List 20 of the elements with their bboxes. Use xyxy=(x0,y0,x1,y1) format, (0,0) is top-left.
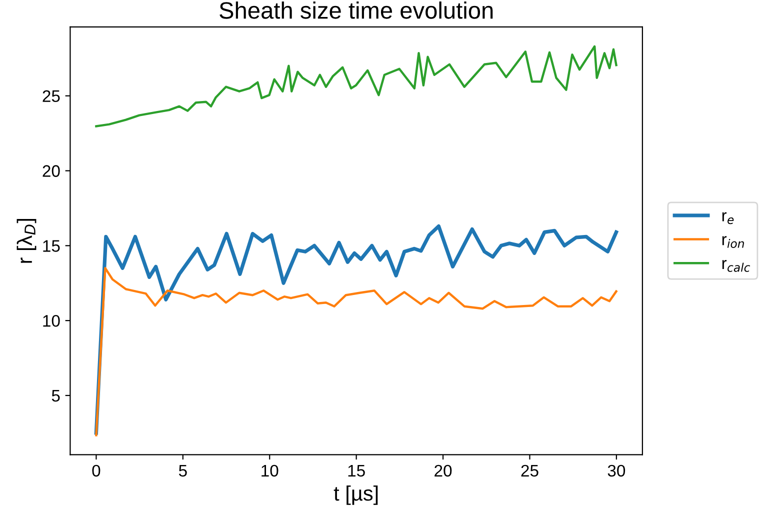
x-tick-label: 5 xyxy=(178,464,187,477)
y-tick-label: 25 xyxy=(42,90,60,102)
x-tick-label: 0 xyxy=(92,464,100,477)
x-tick-label: 25 xyxy=(521,464,538,477)
line-series xyxy=(95,267,618,436)
legend-label: r$_{e}$ xyxy=(722,212,734,224)
legend-label: r$_{calc}$ xyxy=(722,260,750,272)
chart-title: Sheath size time evolution xyxy=(220,1,493,19)
y-tick-label: 5 xyxy=(52,390,60,402)
line-series xyxy=(95,45,618,128)
y-tick-label: 20 xyxy=(42,165,60,177)
x-tick-label: 10 xyxy=(262,464,278,477)
x-tick-label: 30 xyxy=(608,464,626,477)
x-tick-label: 15 xyxy=(348,464,365,477)
legend-label: r$_{ion}$ xyxy=(722,236,744,248)
y-tick-label: 10 xyxy=(43,314,60,327)
x-tick-label: 20 xyxy=(434,464,452,477)
y-axis-title: r [λ$_{D}$] xyxy=(16,218,36,263)
y-tick-label: 15 xyxy=(43,240,60,252)
x-axis-title: t [µs] xyxy=(334,485,378,505)
